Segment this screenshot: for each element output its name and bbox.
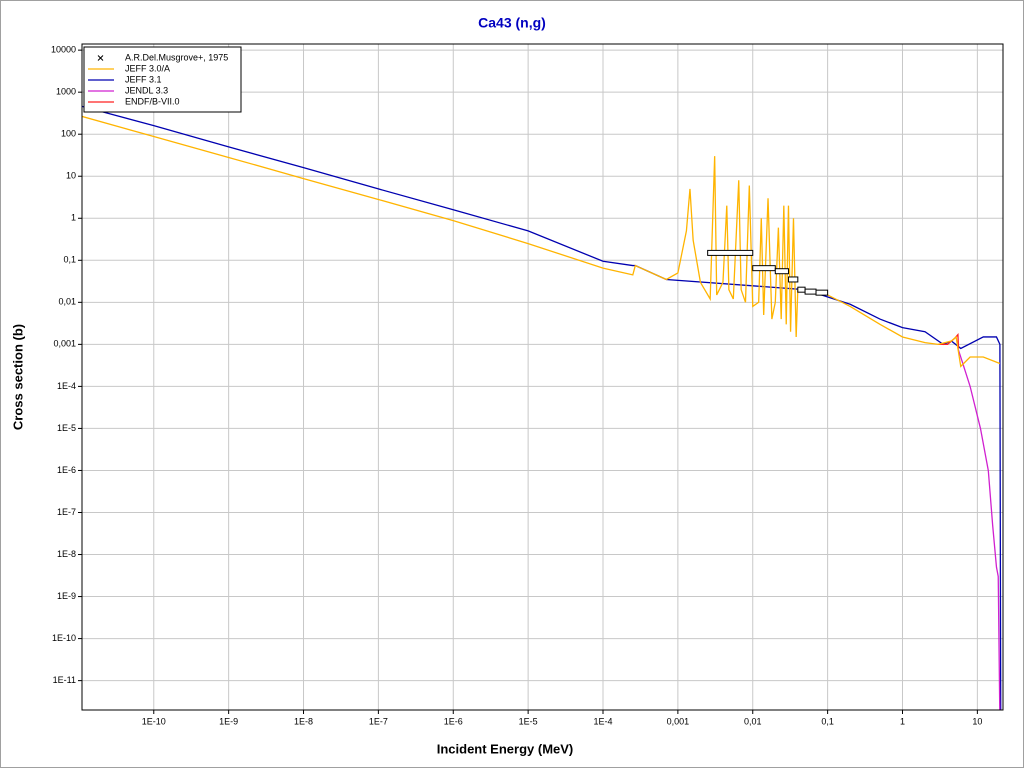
y-tick-label: 1E-10: [52, 633, 76, 643]
x-tick-label: 1E-9: [219, 716, 238, 726]
y-tick-label: 1E-4: [57, 381, 76, 391]
y-tick-label: 0,01: [58, 297, 76, 307]
y-tick-label: 10: [66, 171, 76, 181]
legend-label: ENDF/B-VII.0: [125, 96, 180, 106]
y-tick-label: 10000: [51, 45, 76, 55]
y-axis-label: Cross section (b): [10, 324, 25, 430]
y-tick-label: 1: [71, 213, 76, 223]
y-tick-label: 1E-6: [57, 465, 76, 475]
x-tick-label: 1E-8: [294, 716, 313, 726]
x-tick-label: 1: [900, 716, 905, 726]
legend-label: JENDL 3.3: [125, 85, 168, 95]
x-tick-label: 1E-5: [519, 716, 538, 726]
legend-label: JEFF 3.1: [125, 74, 162, 84]
legend-label: A.R.Del.Musgrove+, 1975: [125, 52, 228, 62]
x-tick-label: 0,001: [667, 716, 690, 726]
y-tick-label: 0,001: [53, 339, 76, 349]
y-tick-label: 100: [61, 129, 76, 139]
grid: [78, 44, 1003, 714]
data-point: [707, 249, 754, 256]
x-tick-label: 1E-6: [444, 716, 463, 726]
series-line: [82, 115, 1001, 368]
y-tick-label: 1E-8: [57, 549, 76, 559]
x-tick-label: 10: [972, 716, 982, 726]
plot-border: [81, 43, 1004, 711]
y-tick-label: 1000: [56, 87, 76, 97]
y-tick-label: 1E-11: [53, 675, 76, 685]
y-tick-label: 1E-7: [57, 507, 76, 517]
x-tick-label: 0,1: [821, 716, 834, 726]
y-tick-label: 0,1: [63, 255, 76, 265]
data-point: [797, 286, 806, 293]
x-axis-label: Incident Energy (MeV): [437, 741, 574, 756]
data-point: [804, 288, 817, 295]
x-tick-label: 0,01: [744, 716, 762, 726]
x-tick-label: 1E-4: [593, 716, 612, 726]
legend-marker: [97, 55, 104, 61]
data-point: [787, 276, 799, 283]
y-tick-label: 1E-9: [57, 591, 76, 601]
y-tick-label: 1E-5: [57, 423, 76, 433]
x-tick-label: 1E-10: [142, 716, 166, 726]
data-point: [774, 268, 789, 275]
series-line: [957, 348, 1001, 710]
plot-area: [82, 105, 1002, 710]
data-point: [752, 265, 776, 272]
legend-label: JEFF 3.0/A: [125, 63, 170, 73]
x-tick-label: 1E-7: [369, 716, 388, 726]
data-point: [815, 289, 829, 296]
chart-title: Ca43 (n,g): [478, 15, 546, 31]
